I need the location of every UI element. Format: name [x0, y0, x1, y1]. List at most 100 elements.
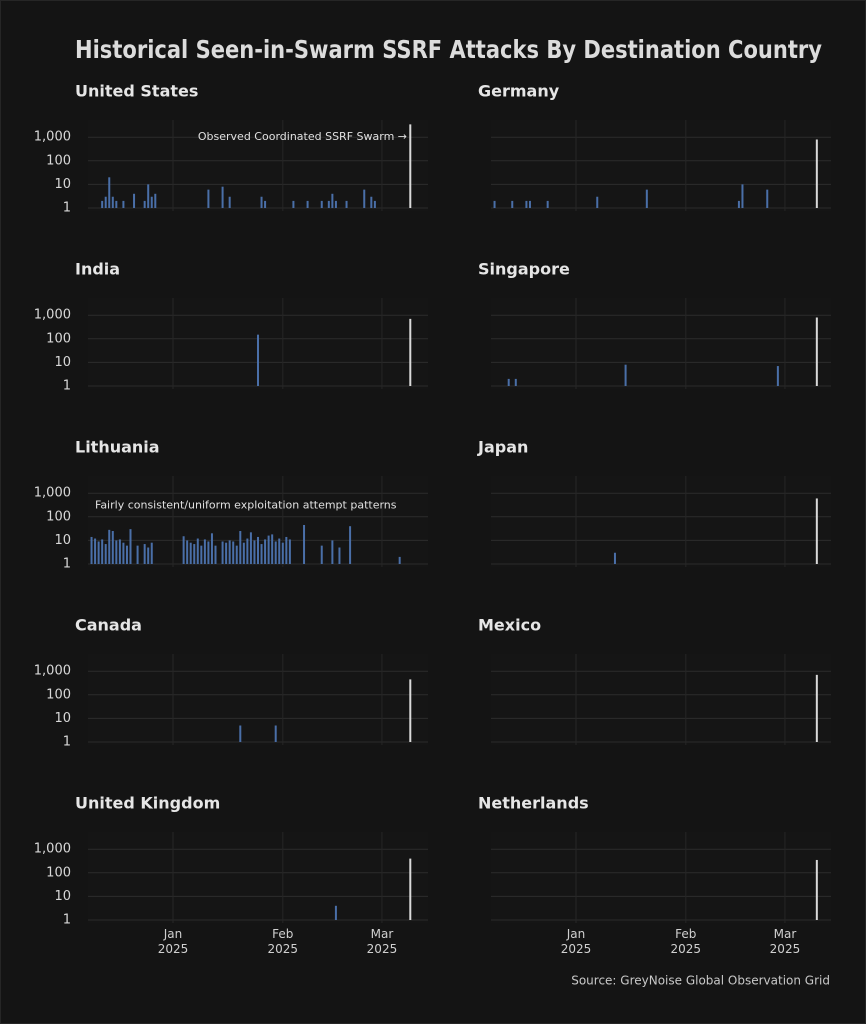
- bar: [150, 542, 153, 564]
- panel-title: Lithuania: [75, 438, 160, 457]
- bar: [221, 186, 224, 208]
- bar: [101, 539, 104, 564]
- bar: [221, 541, 224, 564]
- bar: [507, 378, 510, 386]
- plot-area: [491, 832, 831, 923]
- bar: [815, 498, 818, 564]
- bar: [186, 540, 189, 564]
- bar: [274, 541, 277, 564]
- y-tick-label: 1,000: [34, 664, 71, 679]
- bar: [271, 534, 274, 564]
- bar: [409, 679, 412, 742]
- bar: [338, 547, 341, 564]
- bar: [196, 538, 199, 564]
- bar: [815, 139, 818, 208]
- plot-area: [88, 120, 428, 211]
- y-tick-label: 10: [54, 889, 71, 904]
- bar: [257, 536, 259, 564]
- bar: [122, 542, 125, 564]
- bar: [104, 544, 107, 564]
- bar: [398, 556, 401, 564]
- bar: [228, 540, 231, 564]
- bar: [267, 535, 270, 564]
- bar: [303, 524, 306, 564]
- bar: [210, 533, 213, 564]
- bar: [613, 552, 616, 564]
- x-tick-label: Feb 2025: [267, 927, 299, 956]
- bar: [242, 542, 245, 564]
- bar: [815, 859, 818, 920]
- bar: [274, 725, 277, 742]
- page-title: Historical Seen-in-Swarm SSRF Attacks By…: [75, 35, 822, 64]
- bar: [228, 196, 231, 208]
- bar: [370, 196, 373, 208]
- bar: [260, 544, 263, 564]
- y-tick-label: 1: [63, 379, 71, 394]
- bar: [136, 545, 139, 564]
- panel-title: Netherlands: [478, 794, 589, 813]
- bar: [125, 545, 128, 564]
- panel-title: United Kingdom: [75, 794, 220, 813]
- bar: [264, 200, 267, 208]
- bar: [525, 200, 528, 208]
- y-tick-label: 100: [46, 687, 71, 702]
- y-tick-label: 10: [54, 533, 71, 548]
- bar: [94, 538, 97, 564]
- bar: [203, 539, 206, 564]
- y-tick-label: 1,000: [34, 842, 71, 857]
- bar: [334, 200, 337, 208]
- bar: [334, 905, 337, 920]
- bar: [331, 540, 334, 564]
- bar: [133, 193, 136, 208]
- bar: [200, 545, 203, 564]
- panel-title: India: [75, 260, 120, 279]
- bar: [281, 542, 284, 564]
- y-tick-label: 1: [63, 913, 71, 928]
- bar: [766, 189, 769, 208]
- bar: [409, 858, 412, 920]
- plot-area: [88, 654, 428, 745]
- bar: [214, 545, 217, 564]
- panel-title: Singapore: [478, 260, 570, 279]
- bar: [150, 196, 153, 208]
- source: Source: GreyNoise Global Observation Gri…: [571, 974, 830, 988]
- bar: [239, 531, 242, 564]
- annotation: Fairly consistent/uniform exploitation a…: [95, 499, 397, 512]
- bar: [101, 200, 104, 208]
- bar: [108, 529, 111, 564]
- x-tick-label: Mar 2025: [366, 927, 398, 956]
- bar: [409, 318, 412, 386]
- bar: [624, 364, 627, 386]
- bar: [409, 124, 412, 208]
- y-tick-label: 10: [54, 177, 71, 192]
- y-tick-label: 1: [63, 735, 71, 750]
- bar: [118, 539, 121, 564]
- y-tick-label: 1,000: [34, 486, 71, 501]
- bar: [815, 317, 818, 386]
- bar: [737, 200, 740, 208]
- bar: [143, 544, 146, 564]
- bar: [493, 200, 496, 208]
- bar: [528, 200, 531, 208]
- bar: [741, 184, 744, 208]
- annotation: Observed Coordinated SSRF Swarm →: [198, 130, 407, 143]
- bar: [225, 542, 228, 564]
- bar: [373, 200, 376, 208]
- x-tick-label: Jan 2025: [560, 927, 592, 956]
- bar: [306, 200, 309, 208]
- y-tick-label: 1: [63, 201, 71, 216]
- bar: [257, 334, 259, 386]
- bar: [320, 200, 323, 208]
- bar: [253, 540, 256, 564]
- bar: [108, 177, 111, 208]
- panel-title: Canada: [75, 616, 142, 635]
- bar: [97, 541, 100, 564]
- bar: [278, 538, 281, 564]
- panel-title: United States: [75, 82, 198, 101]
- y-tick-label: 10: [54, 355, 71, 370]
- bar: [511, 200, 514, 208]
- x-tick-label: Mar 2025: [769, 927, 801, 956]
- bar: [232, 541, 235, 564]
- y-tick-label: 100: [46, 153, 71, 168]
